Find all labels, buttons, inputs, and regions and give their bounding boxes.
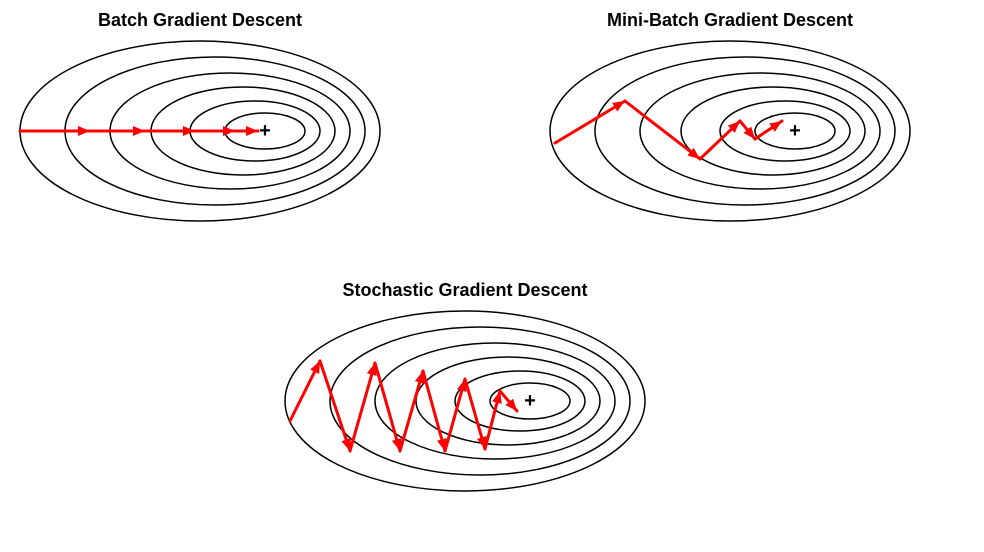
panel-batch-gd: Batch Gradient Descent +: [0, 10, 400, 251]
title-batch: Batch Gradient Descent: [0, 10, 400, 31]
svg-text:+: +: [789, 120, 801, 142]
diagram-batch: +: [0, 31, 400, 251]
title-sgd: Stochastic Gradient Descent: [265, 280, 665, 301]
title-mini: Mini-Batch Gradient Descent: [530, 10, 930, 31]
panel-minibatch-gd: Mini-Batch Gradient Descent +: [530, 10, 930, 251]
diagram-sgd: +: [265, 301, 665, 531]
panel-stochastic-gd: Stochastic Gradient Descent +: [265, 280, 665, 531]
svg-text:+: +: [259, 120, 271, 142]
svg-text:+: +: [524, 390, 536, 412]
diagram-mini: +: [530, 31, 930, 251]
